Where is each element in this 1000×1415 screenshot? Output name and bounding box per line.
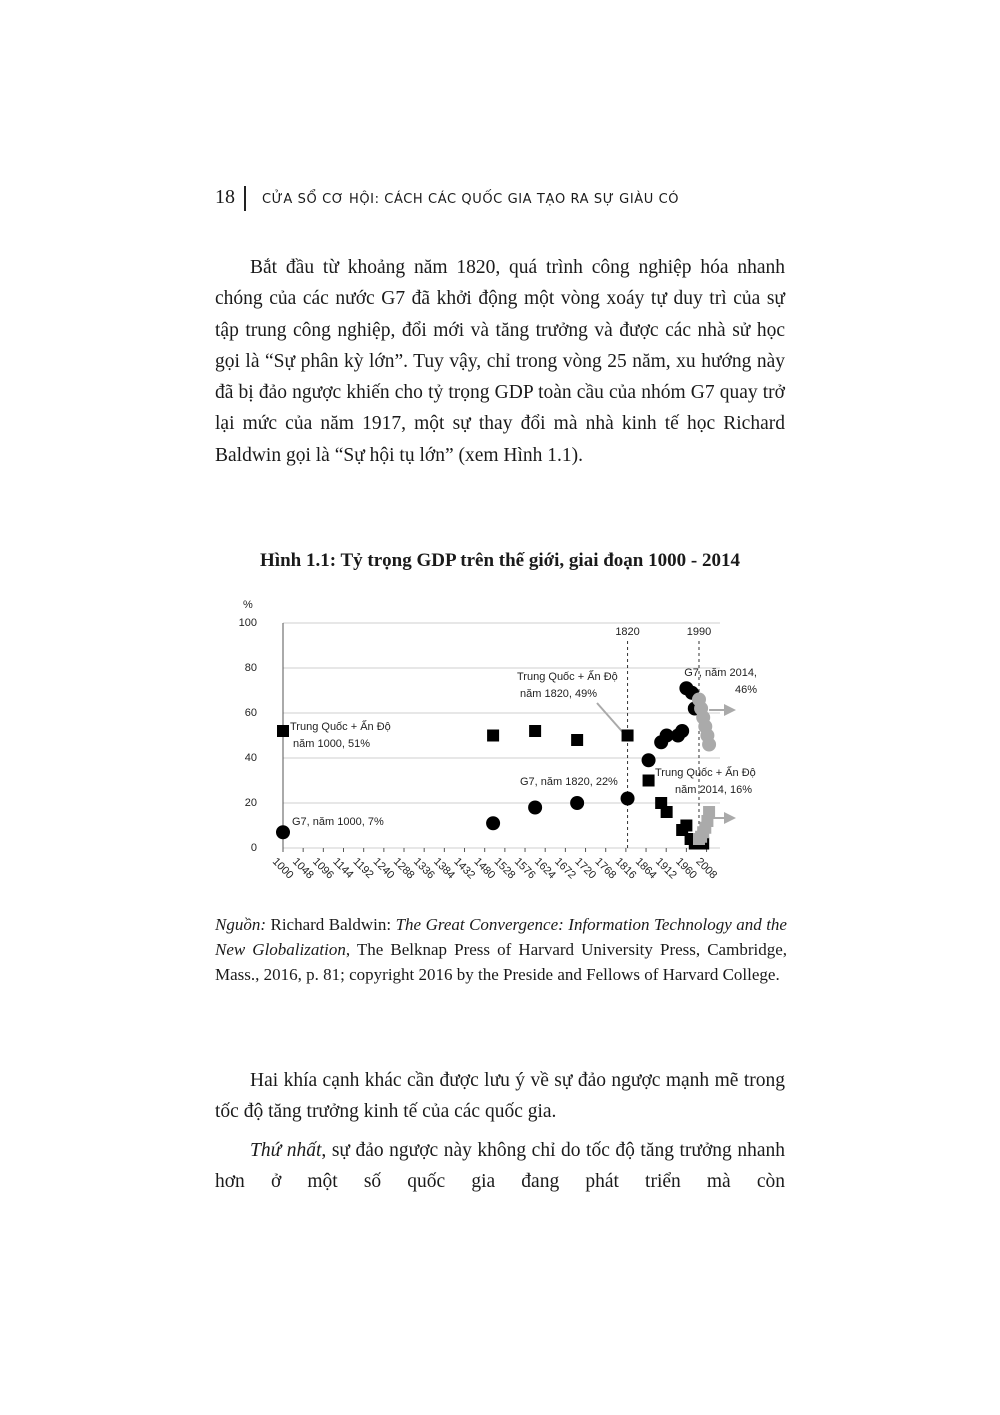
annotation: 46% — [735, 684, 757, 696]
y-tick-label: 0 — [251, 842, 257, 854]
data-circle — [570, 796, 585, 810]
data-circle — [702, 737, 717, 752]
chart: 0 20 40 60 80 100% 100010481096114411921240128… — [239, 599, 758, 882]
data-square — [703, 806, 716, 818]
annotation: Trung Quốc + Ấn Độ — [517, 670, 618, 683]
annotation: năm 2014, 16% — [675, 784, 752, 796]
data-square — [642, 774, 655, 787]
x-tick-label: 1720 — [572, 856, 598, 882]
paragraph-text: , sự đảo ngược này không chỉ do tốc độ t… — [215, 1140, 785, 1193]
y-axis-label: % — [243, 599, 253, 611]
y-tick-label: 100 — [239, 617, 257, 629]
x-tick-label: 1096 — [310, 856, 336, 882]
x-tick-label: 1048 — [290, 856, 316, 882]
y-tick-label: 20 — [245, 797, 257, 809]
x-tick-label: 2008 — [693, 856, 719, 882]
x-tick-label: 1192 — [351, 856, 376, 881]
x-tick-label: 1384 — [431, 856, 457, 882]
source-text: Richard Baldwin: — [266, 915, 396, 934]
data-circle — [276, 825, 290, 840]
x-tick-label: 1576 — [512, 856, 538, 882]
source-text: , The Belknap Press of Harvard Universit… — [215, 940, 788, 984]
x-tick-label: 1528 — [492, 856, 518, 882]
data-square — [487, 729, 500, 742]
paragraph: Hai khía cạnh khác cần được lưu ý về sự … — [215, 1070, 785, 1123]
x-tick-label: 1000 — [270, 856, 296, 882]
running-title: CỬA SỔ CƠ HỘI: CÁCH CÁC QUỐC GIA TẠO RA … — [262, 192, 680, 207]
source-book-title: The Great Convergence: Information Techn… — [215, 915, 787, 959]
y-tick-label: 80 — [245, 662, 257, 674]
x-tick-label: 1864 — [633, 856, 659, 882]
data-square — [277, 725, 289, 737]
data-circle — [675, 724, 690, 738]
x-tick-label: 1768 — [593, 856, 619, 882]
y-tick-label: 40 — [245, 752, 257, 764]
x-tick-label: 1144 — [330, 856, 355, 881]
data-square — [529, 725, 542, 737]
y-tick-label: 60 — [245, 707, 257, 719]
data-square — [621, 729, 634, 742]
x-tick-label: 1816 — [613, 856, 639, 882]
page-number: 18 — [215, 186, 235, 208]
data-square — [660, 806, 673, 818]
x-tick-label: 1480 — [472, 856, 498, 882]
paragraph: Bắt đầu từ khoảng năm 1820, quá trình cô… — [215, 257, 785, 466]
data-circle — [486, 816, 501, 831]
data-circle — [528, 800, 543, 815]
header-divider — [244, 186, 246, 211]
annotation: G7, năm 2014, — [684, 667, 757, 679]
annotation: năm 1000, 51% — [293, 738, 370, 750]
x-tick-label: 1240 — [371, 856, 397, 882]
x-tick-label: 1336 — [411, 856, 437, 882]
x-tick-label: 1432 — [451, 856, 477, 882]
data-circle — [659, 728, 674, 743]
arrow-head — [724, 704, 736, 716]
annotation: Trung Quốc + Ấn Độ — [655, 766, 756, 779]
data-square — [680, 819, 693, 832]
data-circle — [620, 791, 635, 806]
data-square — [571, 734, 584, 746]
reference-label: 1990 — [687, 626, 711, 638]
source-label: Nguồn: — [215, 915, 266, 934]
annotation: Trung Quốc + Ấn Độ — [290, 720, 391, 733]
x-tick-label: 1672 — [552, 856, 578, 882]
x-tick-label: 1624 — [532, 856, 558, 882]
source-note: Nguồn: Richard Baldwin: The Great Conver… — [215, 912, 787, 987]
reference-label: 1820 — [615, 626, 639, 638]
x-tick-label: 1288 — [391, 856, 417, 882]
annotation: G7, năm 1000, 7% — [292, 816, 384, 828]
annotation: G7, năm 1820, 22% — [520, 776, 618, 788]
arrow-head — [724, 812, 736, 824]
paragraph: Thứ nhất, sự đảo ngược này không chỉ do … — [215, 1135, 785, 1198]
data-circle — [641, 753, 656, 768]
figure-caption: Hình 1.1: Tỷ trọng GDP trên thế giới, gi… — [260, 550, 740, 571]
annotation: năm 1820, 49% — [520, 688, 597, 700]
x-tick-label: 1960 — [673, 856, 699, 882]
emphasis: Thứ nhất — [250, 1140, 322, 1161]
x-tick-label: 1912 — [653, 856, 679, 882]
